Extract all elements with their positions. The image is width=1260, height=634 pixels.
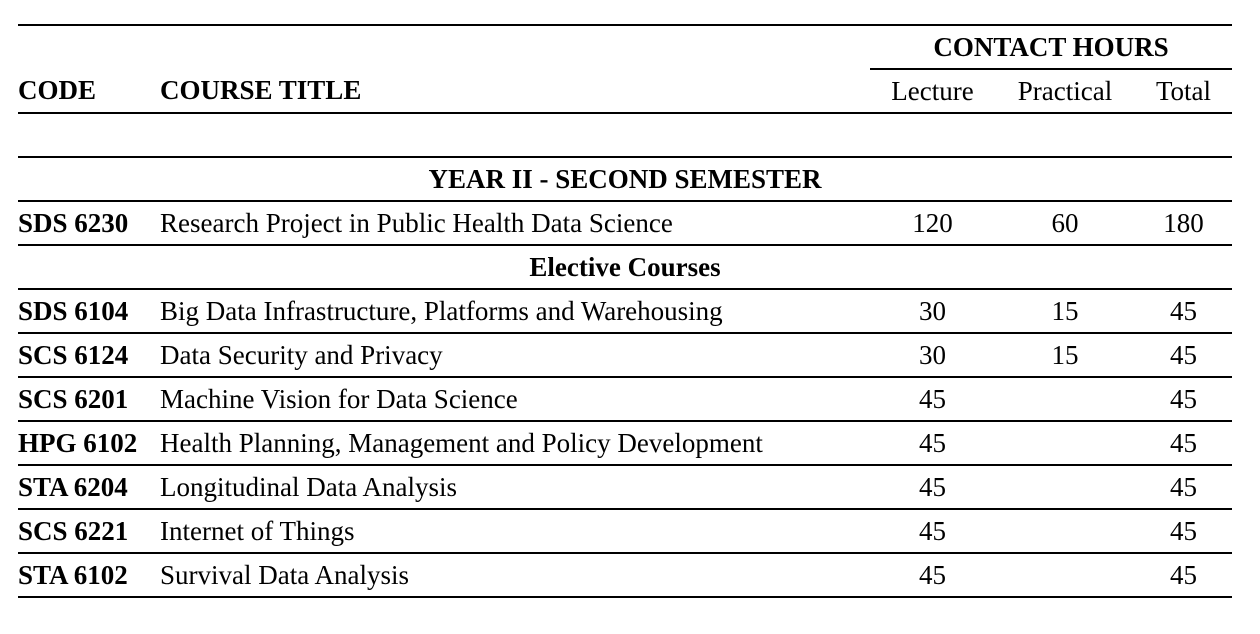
practical-hours-cell: 60 xyxy=(1051,207,1079,238)
lecture-hours-cell: 45 xyxy=(919,471,946,502)
lecture-hours-cell: 30 xyxy=(919,339,946,370)
total-hours-cell: 45 xyxy=(1170,383,1198,414)
spacer-row xyxy=(18,113,1233,157)
total-hours-cell: 45 xyxy=(1170,427,1198,458)
lecture-hours-cell: 45 xyxy=(919,559,946,590)
practical-hours-cell: 15 xyxy=(1051,295,1079,326)
total-hours-cell: 45 xyxy=(1170,295,1198,326)
course-title-cell: Big Data Infrastructure, Platforms and W… xyxy=(160,295,723,326)
practical-hours-cell xyxy=(995,377,1135,421)
practical-hours-cell xyxy=(995,553,1135,597)
section-heading: Elective Courses xyxy=(529,251,721,282)
course-row: SDS 6104 Big Data Infrastructure, Platfo… xyxy=(18,289,1233,333)
lecture-hours-cell: 45 xyxy=(919,383,946,414)
practical-hours-cell xyxy=(995,465,1135,509)
course-row: HPG 6102 Health Planning, Management and… xyxy=(18,421,1233,465)
total-hours-cell: 45 xyxy=(1170,515,1198,546)
contact-hours-header-row: CONTACT HOURS xyxy=(18,25,1233,70)
total-column-header: Total xyxy=(1155,75,1212,106)
lecture-hours-cell: 30 xyxy=(919,295,946,326)
section-heading-row-electives: Elective Courses xyxy=(18,245,1233,289)
practical-hours-cell xyxy=(995,509,1135,553)
course-row: SCS 6201 Machine Vision for Data Science… xyxy=(18,377,1233,421)
practical-hours-cell: 15 xyxy=(1051,339,1079,370)
course-title-cell: Survival Data Analysis xyxy=(160,559,409,590)
lecture-hours-cell: 45 xyxy=(919,515,946,546)
course-title-cell: Research Project in Public Health Data S… xyxy=(160,207,673,238)
practical-column-header: Practical xyxy=(1017,75,1113,106)
spacer-cell xyxy=(18,113,1232,157)
total-hours-cell: 180 xyxy=(1163,207,1204,238)
lecture-hours-cell: 120 xyxy=(912,207,953,238)
course-code-cell: SCS 6124 xyxy=(18,339,129,370)
course-title-cell: Longitudinal Data Analysis xyxy=(160,471,457,502)
total-hours-cell: 45 xyxy=(1170,339,1198,370)
course-title-cell: Machine Vision for Data Science xyxy=(160,383,518,414)
course-title-cell: Health Planning, Management and Policy D… xyxy=(160,427,763,458)
lecture-column-header: Lecture xyxy=(891,75,974,106)
course-code-cell: SCS 6221 xyxy=(18,515,129,546)
section-heading: YEAR II - SECOND SEMESTER xyxy=(428,163,822,194)
lecture-hours-cell: 45 xyxy=(919,427,946,458)
practical-hours-cell xyxy=(995,421,1135,465)
code-column-header: CODE xyxy=(18,75,97,106)
course-code-cell: STA 6102 xyxy=(18,559,128,590)
course-row: STA 6204 Longitudinal Data Analysis 45 4… xyxy=(18,465,1233,509)
total-hours-cell: 45 xyxy=(1170,559,1198,590)
header-empty-cell xyxy=(18,25,870,69)
section-heading-row-year2-sem2: YEAR II - SECOND SEMESTER xyxy=(18,157,1233,201)
course-code-cell: SDS 6230 xyxy=(18,207,129,238)
contact-hours-header: CONTACT HOURS xyxy=(870,25,1233,70)
total-hours-cell: 45 xyxy=(1170,471,1198,502)
course-title-cell: Internet of Things xyxy=(160,515,355,546)
course-code-cell: HPG 6102 xyxy=(18,427,138,458)
course-title-cell: Data Security and Privacy xyxy=(160,339,443,370)
course-code-cell: SCS 6201 xyxy=(18,383,129,414)
course-code-cell: SDS 6104 xyxy=(18,295,129,326)
column-labels-row: CODE COURSE TITLE Lecture Practical Tota… xyxy=(18,69,1233,113)
course-row: SCS 6221 Internet of Things 45 45 xyxy=(18,509,1233,553)
course-row: SDS 6230 Research Project in Public Heal… xyxy=(18,201,1233,245)
course-title-column-header: COURSE TITLE xyxy=(160,75,362,106)
course-code-cell: STA 6204 xyxy=(18,471,128,502)
course-row: SCS 6124 Data Security and Privacy 30 15… xyxy=(18,333,1233,377)
course-contact-hours-table: CONTACT HOURS CODE COURSE TITLE Lecture … xyxy=(18,24,1233,598)
course-row: STA 6102 Survival Data Analysis 45 45 xyxy=(18,553,1233,597)
